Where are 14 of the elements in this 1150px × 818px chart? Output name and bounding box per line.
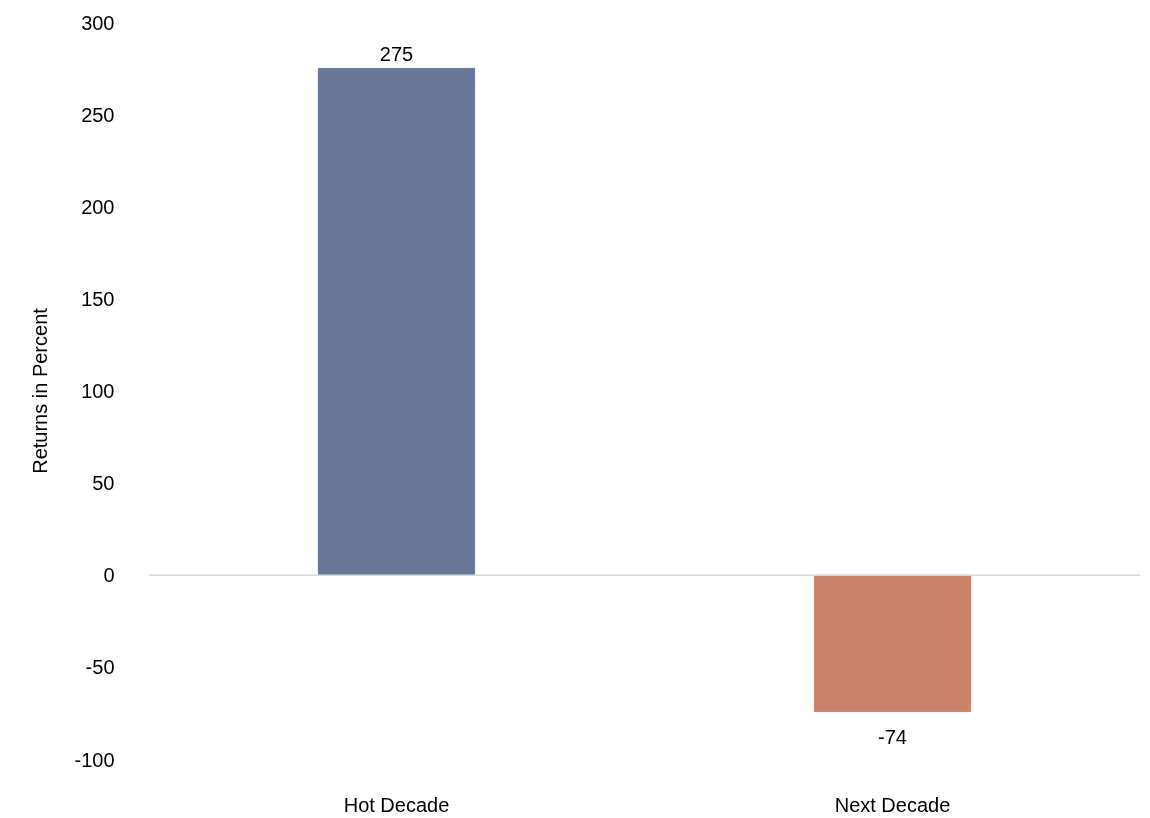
y-tick-label: 150 — [81, 287, 115, 310]
data-label: 275 — [379, 42, 414, 65]
data-label: -74 — [878, 725, 907, 748]
y-tick-label: 300 — [81, 11, 115, 34]
y-tick-label: 250 — [81, 103, 115, 126]
y-axis-title: Returns in Percent — [29, 307, 52, 474]
x-tick-label: Next Decade — [834, 793, 951, 816]
y-tick-label: 200 — [81, 195, 115, 218]
y-tick-label: -50 — [85, 656, 115, 679]
y-tick-label: 100 — [81, 380, 115, 402]
x-tick-label: Hot Decade — [343, 793, 450, 816]
y-tick-label: 50 — [92, 472, 115, 495]
y-tick-label: -100 — [74, 748, 115, 771]
y-tick-label: 0 — [103, 564, 115, 587]
